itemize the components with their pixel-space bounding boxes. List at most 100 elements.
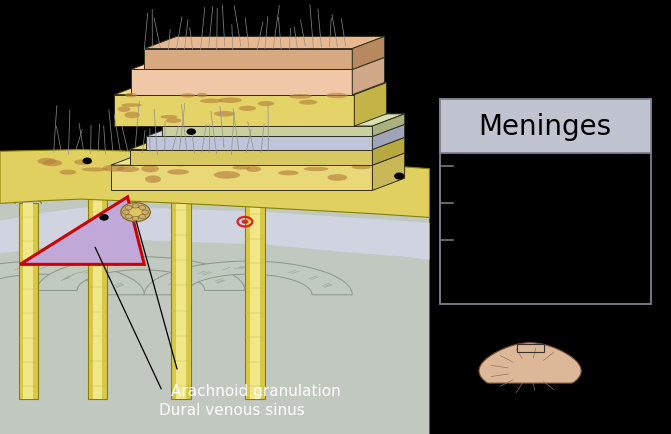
Circle shape: [132, 204, 139, 209]
Text: Meninges: Meninges: [478, 113, 612, 141]
Circle shape: [395, 174, 403, 180]
Ellipse shape: [160, 116, 178, 119]
Ellipse shape: [289, 95, 312, 99]
Ellipse shape: [82, 168, 107, 172]
Circle shape: [123, 210, 130, 215]
Polygon shape: [176, 197, 187, 399]
Ellipse shape: [258, 102, 274, 107]
Ellipse shape: [222, 155, 238, 161]
Ellipse shape: [142, 166, 159, 173]
Polygon shape: [171, 197, 191, 399]
Ellipse shape: [246, 167, 261, 173]
Ellipse shape: [214, 112, 235, 117]
Polygon shape: [144, 37, 384, 49]
Ellipse shape: [116, 167, 140, 173]
Polygon shape: [111, 166, 372, 191]
Polygon shape: [146, 137, 372, 150]
Polygon shape: [162, 115, 405, 127]
Ellipse shape: [232, 166, 250, 170]
Circle shape: [139, 215, 146, 219]
Circle shape: [242, 220, 248, 224]
Polygon shape: [114, 83, 386, 95]
Circle shape: [395, 79, 403, 84]
Polygon shape: [372, 125, 405, 150]
Ellipse shape: [347, 162, 360, 167]
Polygon shape: [245, 202, 265, 399]
Circle shape: [125, 215, 132, 219]
Polygon shape: [144, 262, 352, 295]
Circle shape: [100, 215, 108, 220]
Ellipse shape: [197, 94, 207, 98]
Ellipse shape: [304, 168, 328, 172]
Circle shape: [139, 206, 146, 210]
Circle shape: [398, 58, 407, 63]
Polygon shape: [518, 391, 542, 397]
Polygon shape: [0, 206, 429, 260]
Text: Arachnoid granulation: Arachnoid granulation: [171, 383, 341, 398]
Polygon shape: [372, 138, 405, 166]
Ellipse shape: [125, 112, 140, 119]
Polygon shape: [114, 95, 354, 127]
Ellipse shape: [219, 98, 242, 104]
Polygon shape: [0, 262, 144, 295]
Ellipse shape: [278, 171, 299, 176]
Ellipse shape: [166, 119, 181, 124]
Ellipse shape: [327, 174, 348, 181]
Ellipse shape: [145, 176, 161, 184]
Polygon shape: [23, 204, 33, 399]
Polygon shape: [93, 200, 102, 399]
Polygon shape: [0, 150, 429, 218]
Ellipse shape: [121, 104, 142, 108]
Circle shape: [125, 206, 132, 210]
Polygon shape: [111, 154, 405, 166]
Ellipse shape: [352, 166, 371, 170]
Circle shape: [83, 159, 91, 164]
Polygon shape: [146, 125, 405, 137]
Ellipse shape: [125, 94, 137, 98]
Circle shape: [127, 207, 144, 218]
Ellipse shape: [326, 94, 348, 99]
Polygon shape: [372, 115, 405, 137]
Polygon shape: [37, 257, 245, 291]
Ellipse shape: [200, 99, 223, 104]
Text: Dural venous sinus: Dural venous sinus: [159, 402, 305, 417]
Polygon shape: [479, 343, 581, 383]
Ellipse shape: [117, 107, 130, 113]
Circle shape: [132, 217, 139, 221]
Ellipse shape: [74, 160, 92, 165]
Polygon shape: [352, 58, 384, 95]
Ellipse shape: [42, 160, 62, 167]
Polygon shape: [352, 37, 384, 70]
Ellipse shape: [167, 170, 189, 175]
Ellipse shape: [38, 158, 56, 165]
Polygon shape: [20, 197, 144, 265]
Circle shape: [142, 210, 148, 215]
Ellipse shape: [214, 172, 240, 179]
Polygon shape: [19, 204, 38, 399]
Ellipse shape: [60, 170, 76, 175]
Circle shape: [121, 203, 150, 222]
Polygon shape: [88, 200, 107, 399]
Bar: [440, 100, 651, 304]
Bar: [440, 100, 651, 154]
Polygon shape: [130, 138, 405, 150]
Polygon shape: [354, 83, 386, 127]
Polygon shape: [0, 152, 429, 434]
Circle shape: [415, 128, 424, 134]
Polygon shape: [372, 154, 405, 191]
Ellipse shape: [171, 160, 189, 167]
Ellipse shape: [180, 94, 195, 98]
Bar: [517, 345, 544, 352]
Polygon shape: [131, 58, 384, 70]
Ellipse shape: [103, 165, 125, 172]
Circle shape: [411, 153, 419, 159]
Circle shape: [398, 104, 407, 109]
Polygon shape: [131, 70, 352, 95]
Ellipse shape: [239, 106, 256, 112]
Circle shape: [187, 130, 195, 135]
Ellipse shape: [299, 101, 317, 105]
Circle shape: [411, 139, 419, 145]
Polygon shape: [130, 150, 372, 166]
Polygon shape: [250, 202, 260, 399]
Polygon shape: [144, 49, 352, 70]
